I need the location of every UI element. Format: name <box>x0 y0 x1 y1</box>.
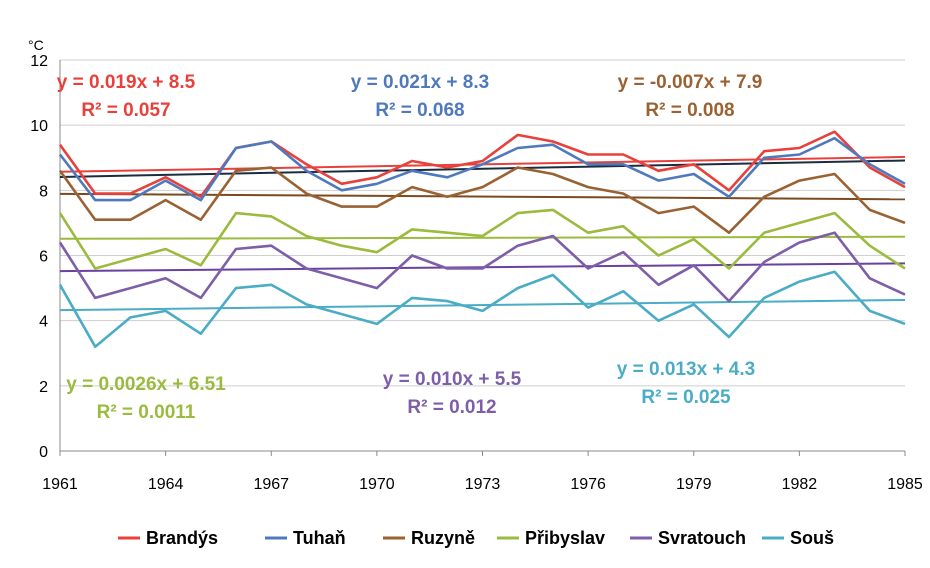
trend-equation-0: y = 0.019x + 8.5 <box>57 72 196 93</box>
legend-label-4: Svratouch <box>658 528 746 548</box>
y-tick-label: 6 <box>39 249 48 266</box>
trend-r2-3: R² = 0.0011 <box>97 402 196 423</box>
trend-equation-4: y = 0.010x + 5.5 <box>383 369 522 390</box>
x-tick-label: 1967 <box>253 476 289 493</box>
trend-r2-2: R² = 0.008 <box>645 100 734 121</box>
series-line-5 <box>58 270 906 349</box>
trend-equation-5: y = 0.013x + 4.3 <box>617 359 755 380</box>
trend-equation-3: y = 0.0026x + 6.51 <box>66 374 226 395</box>
trend-r2-5: R² = 0.025 <box>641 387 731 408</box>
trend-equation-2: y = -0.007x + 7.9 <box>618 72 763 93</box>
series-line-0 <box>58 130 906 199</box>
x-tick-label: 1979 <box>676 476 712 493</box>
trend-line-1 <box>59 159 906 178</box>
y-tick-label: 0 <box>39 444 48 461</box>
y-tick-label: 10 <box>30 118 48 135</box>
trend-line-2 <box>59 192 906 201</box>
series-line-4 <box>58 231 906 303</box>
trend-lines <box>59 155 906 312</box>
x-axis: 1961 1964 1967 1970 1973 1976 1979 1982 1985 <box>42 451 923 493</box>
trend-r2-4: R² = 0.012 <box>407 397 496 418</box>
x-tick-label: 1976 <box>570 476 606 493</box>
y-tick-label: 4 <box>39 314 48 331</box>
y-axis: 0 2 4 6 8 10 12°C <box>28 37 61 461</box>
y-unit-label: °C <box>28 37 44 53</box>
legend-label-1: Tuhaň <box>293 528 346 548</box>
trend-r2-1: R² = 0.068 <box>375 100 464 121</box>
legend-label-3: Přibyslav <box>525 528 605 548</box>
y-tick-label: 8 <box>39 183 48 200</box>
x-tick-label: 1985 <box>887 476 923 493</box>
trend-line-3 <box>59 235 906 240</box>
series-line-1 <box>58 136 906 202</box>
legend-label-5: Souš <box>790 528 834 548</box>
trend-line-5 <box>59 298 906 312</box>
legend: Brandýs Tuhaň Ruzyně Přibyslav Svratouch Souš <box>118 528 834 548</box>
grid-lines <box>60 59 905 452</box>
legend-label-2: Ruzyně <box>411 528 475 548</box>
trend-equation-1: y = 0.021x + 8.3 <box>351 72 489 93</box>
x-tick-label: 1973 <box>465 476 501 493</box>
legend-label-0: Brandýs <box>146 528 218 548</box>
x-tick-label: 1970 <box>359 476 395 493</box>
trend-equations: y = 0.019x + 8.5 R² = 0.057 y = 0.021x + 8… <box>57 72 763 423</box>
series-line-3 <box>58 208 906 270</box>
y-tick-label: 2 <box>39 379 48 396</box>
x-tick-label: 1964 <box>148 476 184 493</box>
x-tick-label: 1961 <box>42 476 78 493</box>
y-tick-label: 12 <box>30 53 48 70</box>
trend-r2-0: R² = 0.057 <box>81 100 170 121</box>
x-tick-label: 1982 <box>782 476 818 493</box>
series-lines <box>58 130 906 349</box>
series-line-2 <box>58 166 906 234</box>
